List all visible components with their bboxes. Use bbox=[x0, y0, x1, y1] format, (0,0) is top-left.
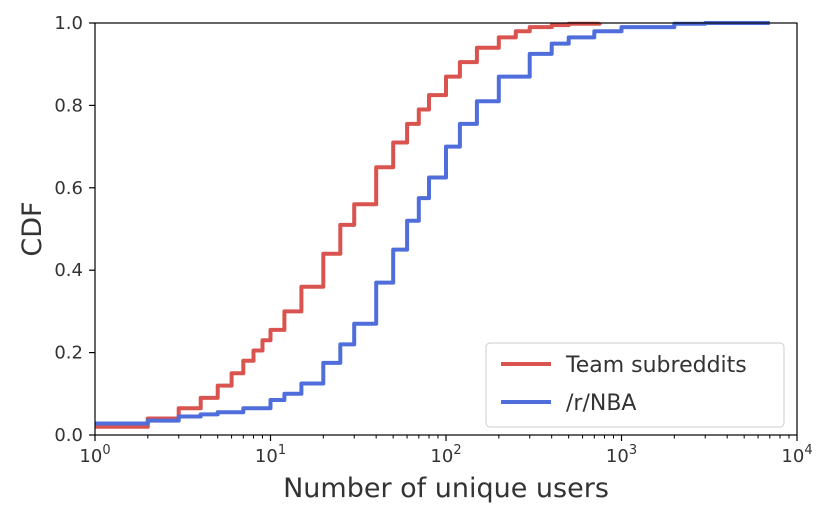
x-axis-ticks: 100 101 102 103 104 bbox=[79, 435, 813, 467]
series-line-0 bbox=[95, 21, 602, 429]
y-tick-label: 0.0 bbox=[54, 425, 83, 446]
y-tick-label: 0.4 bbox=[54, 260, 83, 281]
y-axis-ticks: 0.0 0.2 0.4 0.6 0.8 1.0 bbox=[54, 13, 95, 446]
legend-label-team-subreddits: Team subreddits bbox=[565, 353, 747, 378]
x-axis-title: Number of unique users bbox=[283, 473, 609, 504]
x-tick-label: 103 bbox=[606, 443, 637, 467]
plot-lines bbox=[95, 21, 770, 429]
y-axis-title: CDF bbox=[17, 201, 48, 256]
x-tick-label: 101 bbox=[255, 443, 286, 467]
legend: Team subreddits /r/NBA bbox=[485, 342, 785, 428]
x-tick-label: 102 bbox=[430, 443, 461, 467]
legend-box bbox=[485, 342, 785, 428]
y-tick-label: 0.8 bbox=[54, 95, 83, 116]
x-tick-label: 100 bbox=[79, 443, 110, 467]
y-tick-label: 0.6 bbox=[54, 178, 83, 199]
series-line-1 bbox=[95, 21, 770, 426]
x-tick-label: 104 bbox=[781, 443, 812, 467]
y-tick-label: 0.2 bbox=[54, 343, 83, 364]
y-tick-label: 1.0 bbox=[54, 13, 83, 34]
legend-label-r-nba: /r/NBA bbox=[566, 391, 636, 416]
